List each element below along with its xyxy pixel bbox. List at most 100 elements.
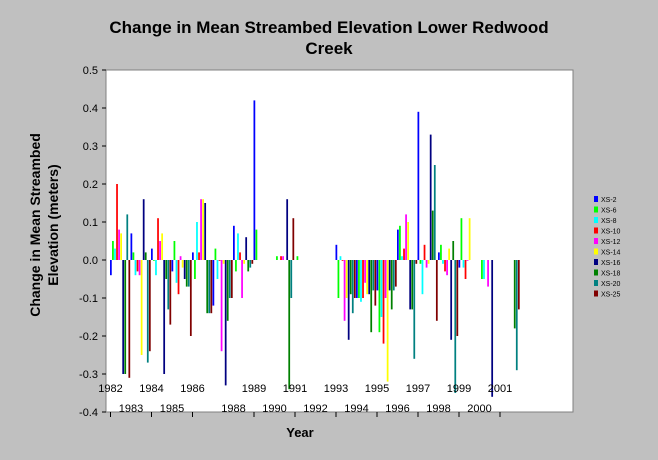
bar-xs-6-1998 xyxy=(440,244,442,260)
bar-xs-20-1987 xyxy=(228,260,231,298)
bar-xs-2-1998 xyxy=(438,252,440,260)
x-tick-label-upper: 1999 xyxy=(447,383,471,395)
bar-xs-8-1999 xyxy=(462,260,465,268)
bar-xs-6-1984 xyxy=(153,260,155,261)
bar-xs-8-1985 xyxy=(175,260,178,283)
bar-xs-20-1993 xyxy=(351,260,354,314)
legend-swatch-xs-18 xyxy=(594,269,598,276)
bar-xs-8-1984 xyxy=(155,260,157,276)
x-tick-label-upper: 1991 xyxy=(283,383,307,395)
bar-xs-25-1998 xyxy=(456,260,459,336)
bar-xs-10-1986 xyxy=(198,252,200,260)
bar-xs-20-1983 xyxy=(146,260,149,363)
bar-xs-25-1995 xyxy=(394,260,397,287)
legend-label-xs-18: XS-18 xyxy=(601,271,621,278)
bar-xs-12-2000 xyxy=(487,260,489,287)
x-tick-label-upper: 2001 xyxy=(488,383,512,395)
bar-xs-2-1996 xyxy=(397,229,399,260)
legend-swatch-xs-20 xyxy=(594,280,598,286)
chart-title-line1: Change in Mean Streambed Elevation Lower… xyxy=(109,18,548,37)
legend-label-xs-10: XS-10 xyxy=(601,229,621,236)
bar-xs-25-1997 xyxy=(435,260,438,321)
x-tick-label-lower: 1994 xyxy=(344,403,368,415)
bar-xs-6-1991 xyxy=(296,256,299,260)
bar-xs-12-1986 xyxy=(200,199,202,260)
bar-xs-20-1997 xyxy=(433,165,436,260)
legend-label-xs-20: XS-20 xyxy=(601,281,621,288)
bar-xs-20-1982 xyxy=(126,214,129,260)
bar-xs-6-1987 xyxy=(214,248,217,260)
legend-label-xs-16: XS-16 xyxy=(601,260,621,267)
bar-xs-2-1999 xyxy=(458,260,461,268)
bar-xs-8-1987 xyxy=(216,260,219,279)
bar-xs-16-1993 xyxy=(347,260,350,340)
bar-xs-18-1995 xyxy=(390,260,393,310)
x-tick-label-upper: 1995 xyxy=(365,383,389,395)
bar-xs-18-1982 xyxy=(124,260,127,374)
bar-xs-8-1988 xyxy=(237,233,239,260)
bar-xs-20-1994 xyxy=(372,260,375,291)
bar-xs-20-1984 xyxy=(167,260,170,310)
y-axis-label-line2: Elevation (meters) xyxy=(45,164,61,285)
bar-xs-14-1986 xyxy=(202,199,204,260)
bar-xs-8-1982 xyxy=(114,248,116,260)
bar-xs-6-1993 xyxy=(337,260,340,298)
x-tick-label-lower: 1998 xyxy=(426,403,450,415)
bar-xs-16-1997 xyxy=(429,134,432,260)
bar-xs-16-1985 xyxy=(183,260,186,279)
bar-xs-16-1996 xyxy=(409,260,412,310)
legend-swatch-xs-8 xyxy=(594,217,598,223)
y-tick-label: 0.2 xyxy=(83,179,98,191)
bar-xs-18-2001 xyxy=(513,260,516,329)
bar-xs-14-1985 xyxy=(181,260,184,268)
bar-xs-8-1983 xyxy=(134,260,137,276)
legend-label-xs-25: XS-25 xyxy=(601,292,621,299)
x-tick-label-lower: 1992 xyxy=(303,403,327,415)
y-tick-label: -0.2 xyxy=(79,331,98,343)
x-tick-label-upper: 1997 xyxy=(406,383,430,395)
plot-area xyxy=(105,69,574,413)
bar-xs-8-1995 xyxy=(380,260,383,317)
y-tick-label: -0.1 xyxy=(79,293,98,305)
bar-xs-12-1985 xyxy=(179,256,182,260)
bar-xs-6-1988 xyxy=(235,260,237,272)
bar-xs-6-1983 xyxy=(132,252,135,260)
x-tick-label-lower: 1985 xyxy=(160,403,184,415)
bar-xs-14-1996 xyxy=(407,222,409,260)
bar-xs-2-1988 xyxy=(233,225,235,260)
bar-xs-10-1990 xyxy=(280,256,282,260)
bar-xs-2-1987 xyxy=(212,260,215,306)
bar-xs-6-1997 xyxy=(419,260,422,264)
x-ticks-group: 1982 1984 1986 1989 1991 1993 1995 1997 1999 2001… xyxy=(98,383,512,417)
bar-xs-2-1982 xyxy=(110,260,112,276)
bar-xs-14-1988 xyxy=(243,260,245,264)
bar-xs-16-1986 xyxy=(204,203,207,260)
bar-xs-20-1995 xyxy=(392,260,395,291)
bar-xs-2-1986 xyxy=(192,252,194,260)
bar-xs-10-1997 xyxy=(423,244,426,260)
bar-xs-2-1994 xyxy=(356,260,358,298)
x-tick-label-upper: 1989 xyxy=(242,383,266,395)
bar-xs-8-1986 xyxy=(196,222,198,260)
bar-xs-10-1983 xyxy=(136,260,139,272)
bar-xs-16-2000 xyxy=(491,260,494,397)
bar-xs-18-1984 xyxy=(165,260,168,279)
bar-xs-16-1995 xyxy=(388,260,391,291)
bar-xs-25-1982 xyxy=(128,260,131,378)
bar-xs-18-1993 xyxy=(349,260,352,295)
bar-xs-14-1983 xyxy=(140,260,143,355)
bar-xs-12-1994 xyxy=(364,260,366,283)
bar-xs-12-1982 xyxy=(118,229,120,260)
bar-xs-10-1993 xyxy=(341,260,344,261)
bar-xs-12-1993 xyxy=(343,260,346,321)
x-tick-label-lower: 1996 xyxy=(385,403,409,415)
x-tick-label-lower: 1988 xyxy=(221,403,245,415)
bar-xs-6-1999 xyxy=(460,218,463,260)
bar-xs-25-2001 xyxy=(517,260,520,310)
y-tick-label: 0.1 xyxy=(83,217,98,229)
legend-label-xs-2: XS-2 xyxy=(601,197,617,204)
bar-xs-10-1995 xyxy=(382,260,385,344)
y-tick-label: 0.0 xyxy=(83,255,98,267)
bar-xs-14-1995 xyxy=(386,260,389,382)
